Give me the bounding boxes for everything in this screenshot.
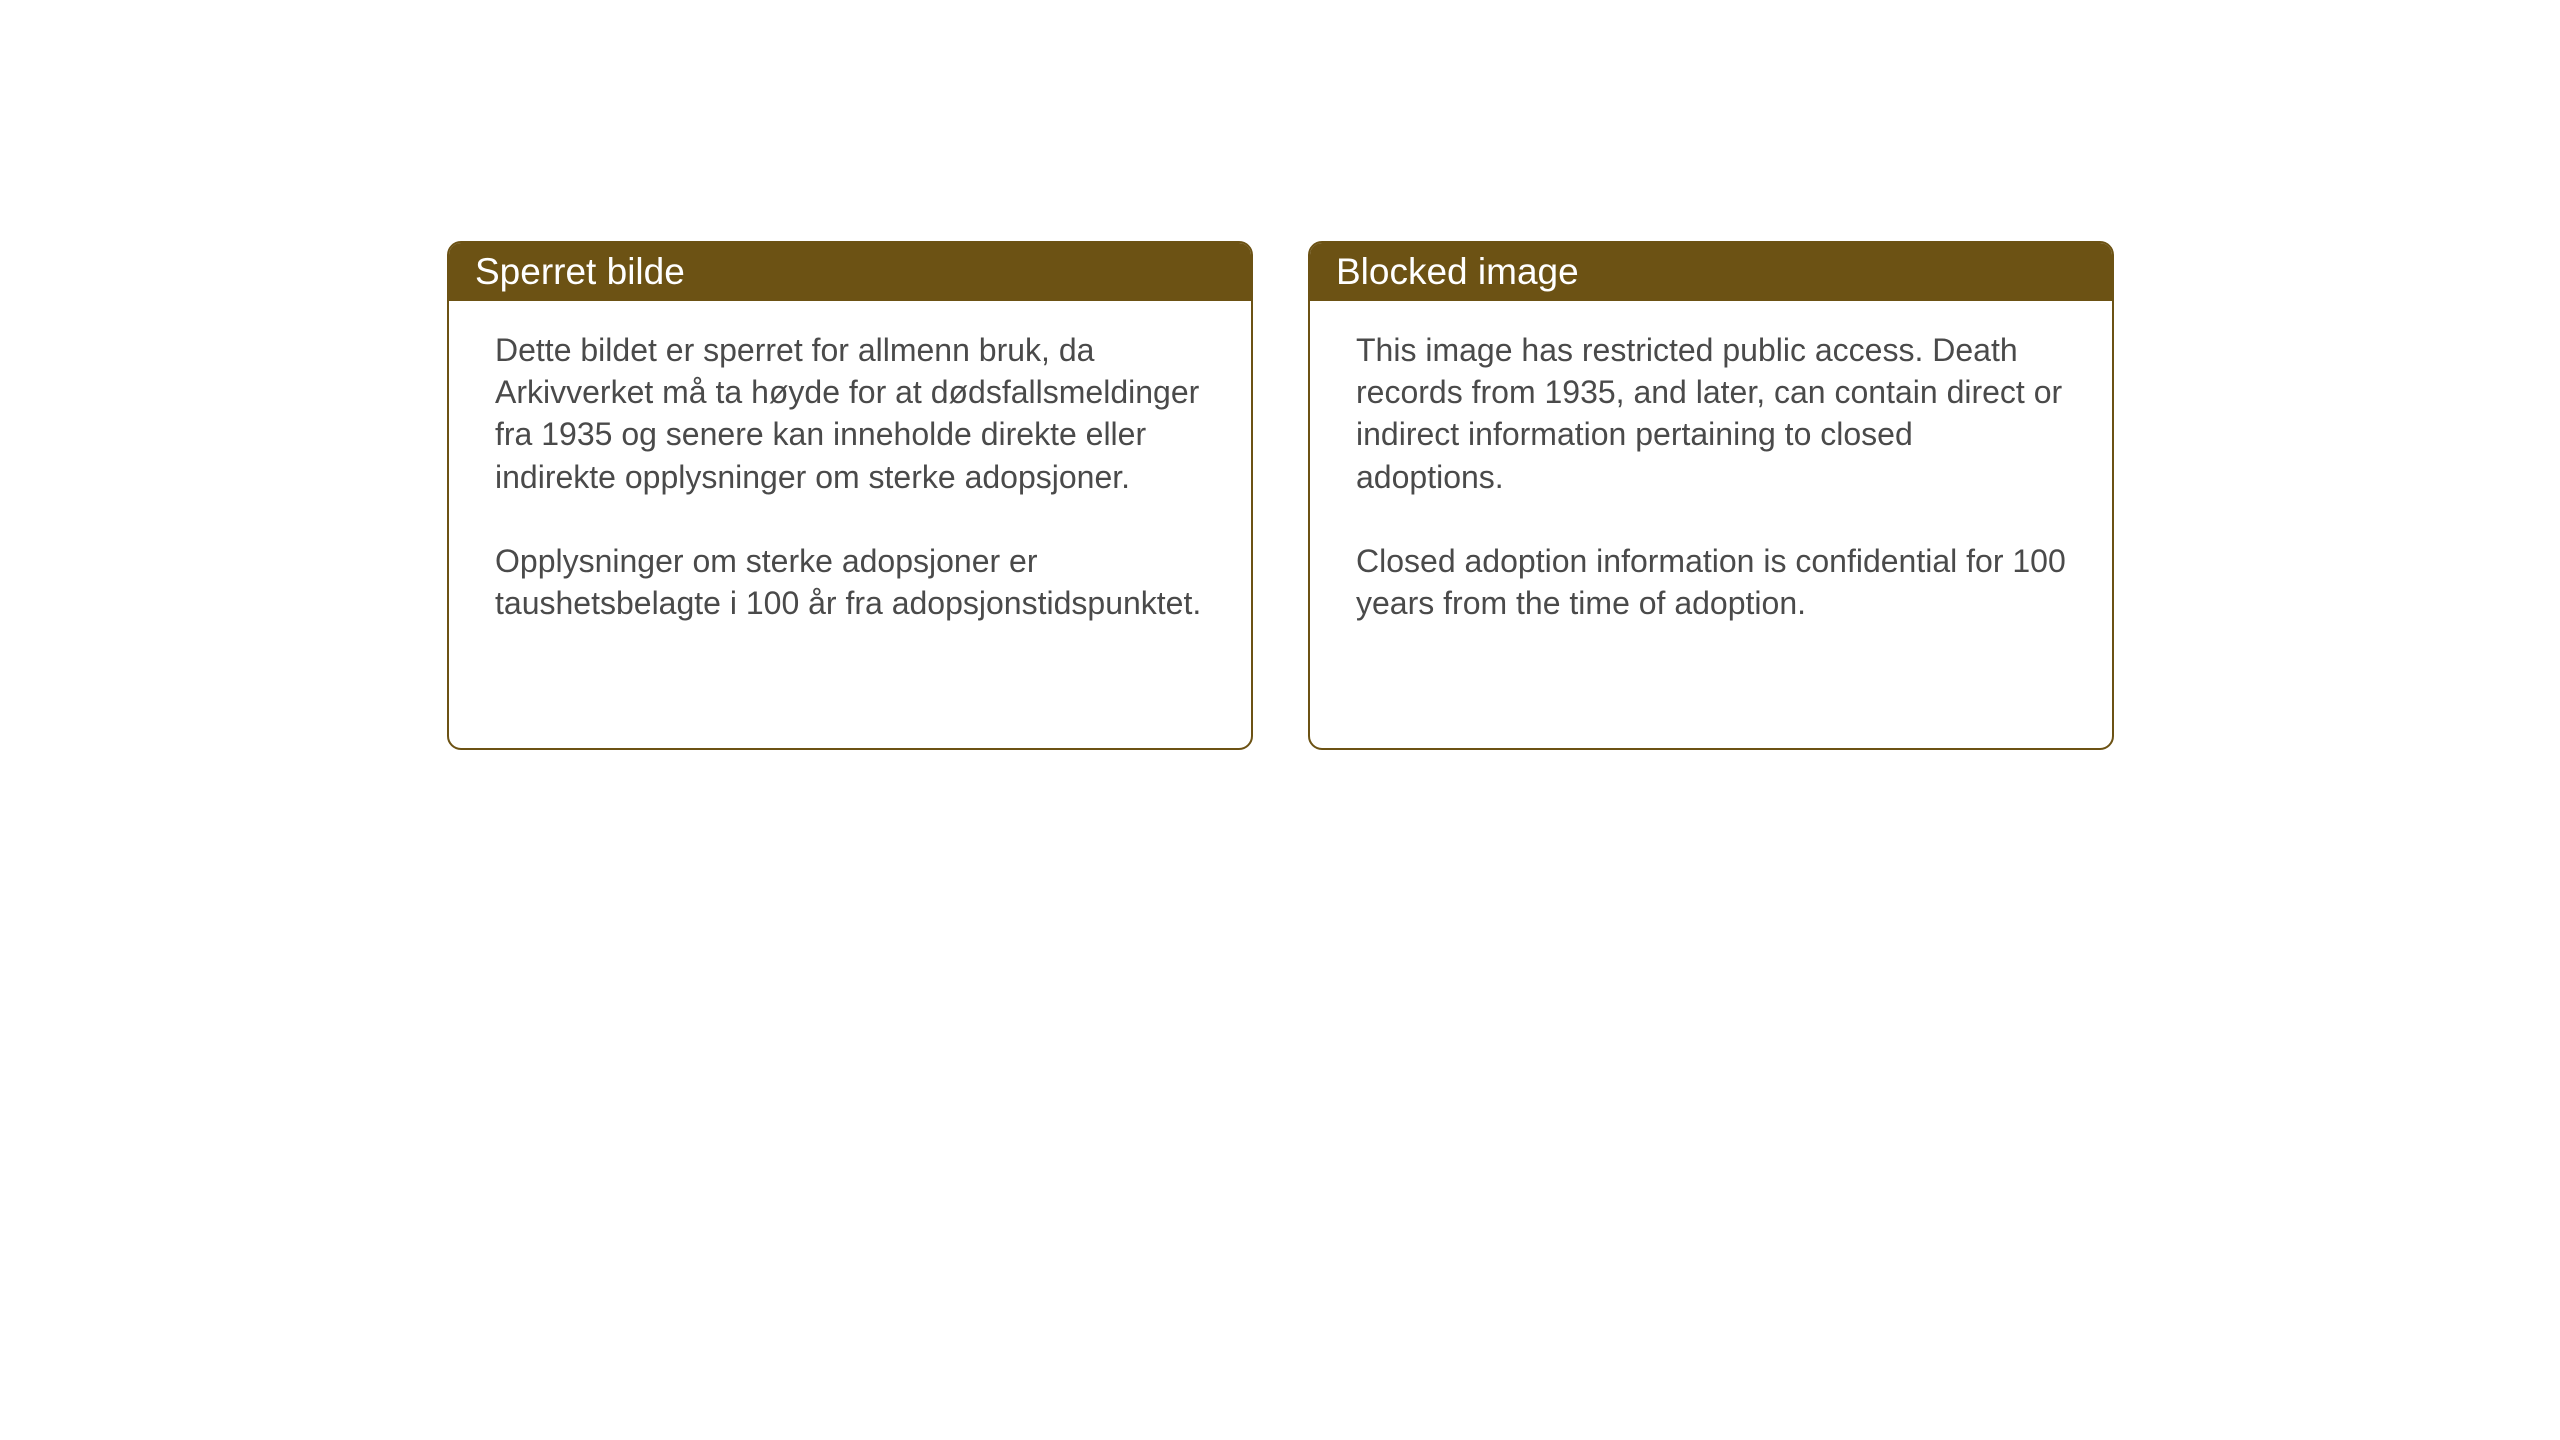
card-body-norwegian: Dette bildet er sperret for allmenn bruk… xyxy=(449,301,1251,664)
card-paragraph-1-english: This image has restricted public access.… xyxy=(1356,329,2066,498)
card-paragraph-2-norwegian: Opplysninger om sterke adopsjoner er tau… xyxy=(495,540,1205,624)
card-body-english: This image has restricted public access.… xyxy=(1310,301,2112,664)
card-title-norwegian: Sperret bilde xyxy=(475,251,685,292)
notice-card-norwegian: Sperret bilde Dette bildet er sperret fo… xyxy=(447,241,1253,750)
card-header-norwegian: Sperret bilde xyxy=(449,243,1251,301)
card-header-english: Blocked image xyxy=(1310,243,2112,301)
card-paragraph-1-norwegian: Dette bildet er sperret for allmenn bruk… xyxy=(495,329,1205,498)
card-title-english: Blocked image xyxy=(1336,251,1579,292)
notice-card-english: Blocked image This image has restricted … xyxy=(1308,241,2114,750)
card-paragraph-2-english: Closed adoption information is confident… xyxy=(1356,540,2066,624)
notice-cards-container: Sperret bilde Dette bildet er sperret fo… xyxy=(447,241,2114,750)
